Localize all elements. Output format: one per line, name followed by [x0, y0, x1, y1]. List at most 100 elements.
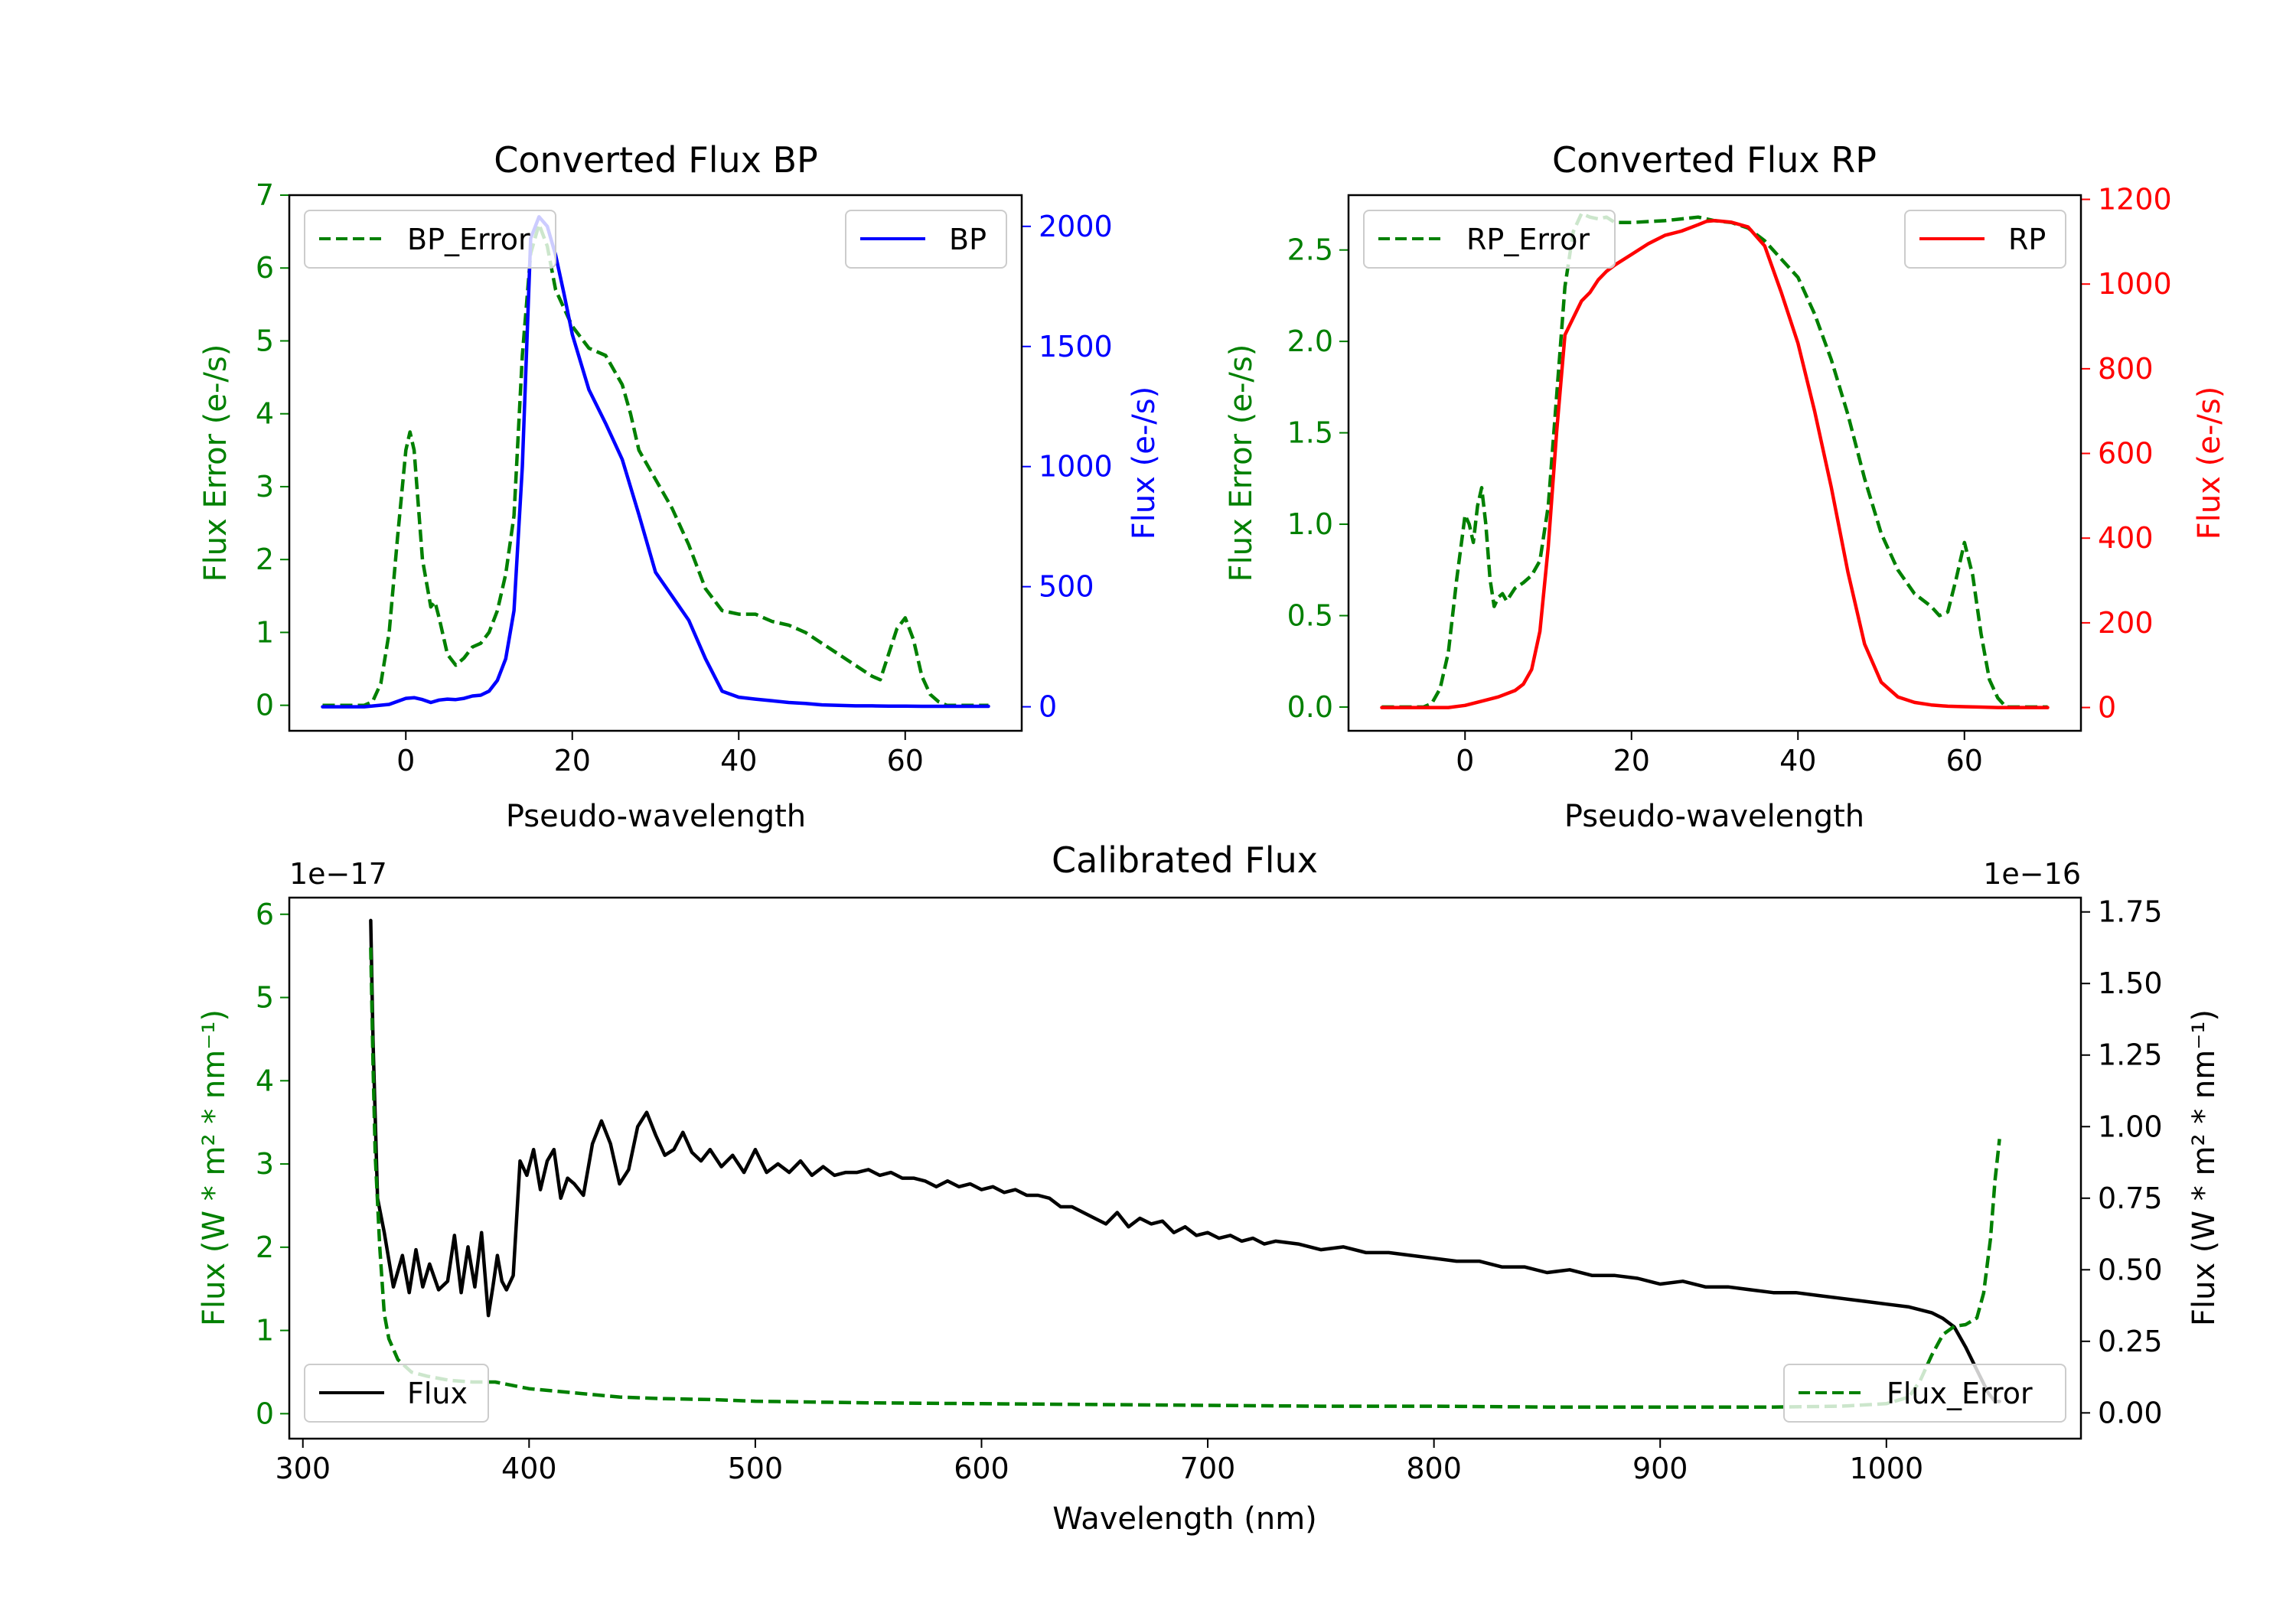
calibrated-x-tick-label: 1000: [1849, 1452, 1923, 1485]
bp-right-y-tick-label: 500: [1039, 570, 1094, 604]
rp-left-y-label: Flux Error (e-/s): [1224, 344, 1259, 582]
bp-bp-error-line: [322, 222, 989, 707]
rp-title: Converted Flux RP: [1552, 139, 1877, 181]
calibrated-left-y-label: Flux (W * m² * nm⁻¹): [197, 1009, 232, 1326]
rp-right-y-tick-label: 600: [2098, 437, 2154, 471]
calibrated-right-y-tick-label: 1.25: [2098, 1038, 2163, 1072]
bp-legend-label: BP: [949, 223, 987, 256]
calibrated-x-tick-label: 600: [954, 1452, 1009, 1485]
calibrated-x-tick-label: 300: [275, 1452, 331, 1485]
calibrated-left-y-tick-label: 3: [256, 1147, 274, 1181]
bp-x-tick-label: 40: [720, 744, 757, 777]
flux-legend-label: Flux: [407, 1377, 468, 1410]
rp-left-y-tick-label: 0.0: [1287, 690, 1333, 724]
rp-x-tick-label: 60: [1946, 744, 1983, 777]
calibrated-left-y-tick-label: 6: [256, 898, 274, 931]
bp-right-y-tick-label: 2000: [1039, 210, 1113, 243]
bp-legend-right: BP: [845, 210, 1007, 269]
rp-left-y-tick-label: 1.5: [1287, 416, 1333, 450]
rp-x-tick-label: 0: [1456, 744, 1474, 777]
bp-x-tick-label: 0: [396, 744, 415, 777]
rp-right-y-tick-label: 1200: [2098, 183, 2172, 217]
rp-right-y-tick-label: 200: [2098, 606, 2154, 640]
bp-left-y-tick-label: 2: [256, 543, 274, 576]
calibrated-right-offset: 1e−16: [1983, 857, 2081, 891]
calibrated-x-label: Wavelength (nm): [1052, 1501, 1317, 1537]
bp-left-y-tick-label: 4: [256, 397, 274, 431]
rp-legend-left: RP_Error: [1363, 210, 1616, 269]
rp-left-y-tick-label: 1.0: [1287, 507, 1333, 541]
bp-title: Converted Flux BP: [494, 139, 818, 181]
bp-legend-left: BP_Error: [304, 210, 556, 269]
calibrated-x-tick-label: 800: [1406, 1452, 1462, 1485]
calibrated-x-tick-label: 900: [1632, 1452, 1688, 1485]
calibrated-title: Calibrated Flux: [1052, 839, 1318, 881]
bp-left-y-tick-label: 0: [256, 689, 274, 722]
rp-right-y-tick-label: 0: [2098, 691, 2116, 725]
bp-left-y-label: Flux Error (e-/s): [198, 344, 233, 582]
bp-ticks: 0 20 40 60 0 1 2 3 4 5 6 7 0 500 1000 1500 2000: [256, 178, 1113, 777]
bp-series: [321, 215, 990, 709]
bp-left-y-tick-label: 1: [256, 615, 274, 649]
calibrated-left-offset: 1e−17: [289, 857, 387, 891]
rp-error-legend-label: RP_Error: [1466, 223, 1590, 256]
rp-panel: Converted Flux RP 0 20 40 60 0.0 0.5 1.0 1.5 2.0…: [1224, 139, 2227, 834]
rp-rp-error-line: [1381, 211, 2048, 709]
calibrated-right-y-label: Flux (W * m² * nm⁻¹): [2187, 1009, 2222, 1326]
rp-x-tick-label: 40: [1779, 744, 1816, 777]
calibrated-right-y-tick-label: 0.50: [2098, 1253, 2163, 1286]
bp-left-y-tick-label: 5: [256, 324, 274, 357]
bp-right-y-tick-label: 1000: [1039, 450, 1113, 484]
bp-panel: Converted Flux BP 0 20 40 60 0 1 2 3 4 5 6 7 0 500 100…: [198, 139, 1162, 834]
calibrated-left-y-tick-label: 5: [256, 981, 274, 1015]
calibrated-x-tick-label: 700: [1180, 1452, 1236, 1485]
calibrated-right-y-tick-label: 1.75: [2098, 895, 2163, 929]
calibrated-right-y-tick-label: 0.25: [2098, 1325, 2163, 1358]
rp-plot-frame: [1347, 194, 2082, 732]
bp-right-y-label: Flux (e-/s): [1127, 386, 1162, 539]
calibrated-left-y-tick-label: 2: [256, 1231, 274, 1264]
rp-right-y-tick-label: 400: [2098, 521, 2154, 555]
calibrated-panel: Calibrated Flux 1e−17 1e−16 300 400 500 600…: [197, 839, 2222, 1537]
bp-left-y-tick-label: 6: [256, 251, 274, 285]
bp-right-y-tick-label: 1500: [1039, 330, 1113, 363]
calibrated-legend-left: Flux: [304, 1364, 489, 1423]
calibrated-right-y-tick-label: 1.00: [2098, 1110, 2163, 1143]
rp-series: [1380, 211, 2050, 709]
rp-right-y-tick-label: 1000: [2098, 267, 2172, 301]
flux-error-legend-label: Flux_Error: [1887, 1377, 2033, 1410]
rp-right-y-label: Flux (e-/s): [2192, 386, 2227, 539]
rp-rp-line: [1380, 218, 2050, 709]
rp-left-y-tick-label: 2.0: [1287, 324, 1333, 358]
bp-right-y-tick-label: 0: [1039, 690, 1057, 724]
rp-ticks: 0 20 40 60 0.0 0.5 1.0 1.5 2.0 2.5 0 200 400 600 800 10…: [1287, 183, 2172, 777]
bp-x-tick-label: 60: [887, 744, 924, 777]
rp-x-tick-label: 20: [1613, 744, 1650, 777]
rp-left-y-tick-label: 2.5: [1287, 233, 1333, 267]
rp-legend-right: RP: [1904, 210, 2066, 269]
bp-left-y-tick-label: 3: [256, 470, 274, 504]
rp-right-y-tick-label: 800: [2098, 352, 2154, 386]
calibrated-x-tick-label: 500: [728, 1452, 784, 1485]
bp-bp-line: [321, 215, 990, 709]
calibrated-left-y-tick-label: 4: [256, 1064, 274, 1097]
rp-left-y-tick-label: 0.5: [1287, 598, 1333, 632]
calibrated-ticks: 300 400 500 600 700 800 900 1000 0 1 2 3 4 5 6 0.00 0.25…: [256, 895, 2163, 1485]
calibrated-left-y-tick-label: 1: [256, 1314, 274, 1348]
bp-x-label: Pseudo-wavelength: [506, 799, 806, 834]
bp-plot-frame: [288, 194, 1023, 732]
bp-left-y-tick-label: 7: [256, 178, 274, 212]
calibrated-legend-right: Flux_Error: [1783, 1364, 2066, 1423]
bp-error-legend-label: BP_Error: [407, 223, 530, 256]
calibrated-right-y-tick-label: 0.00: [2098, 1396, 2163, 1429]
calibrated-x-tick-label: 400: [501, 1452, 557, 1485]
calibrated-right-y-tick-label: 1.50: [2098, 966, 2163, 1000]
calibrated-right-y-tick-label: 0.75: [2098, 1182, 2163, 1215]
calibrated-flux-line: [369, 918, 2001, 1403]
bp-x-tick-label: 20: [554, 744, 591, 777]
calibrated-plot-frame: [288, 896, 2082, 1440]
rp-x-label: Pseudo-wavelength: [1564, 799, 1864, 834]
rp-legend-label: RP: [2008, 223, 2046, 256]
calibrated-left-y-tick-label: 0: [256, 1397, 274, 1430]
